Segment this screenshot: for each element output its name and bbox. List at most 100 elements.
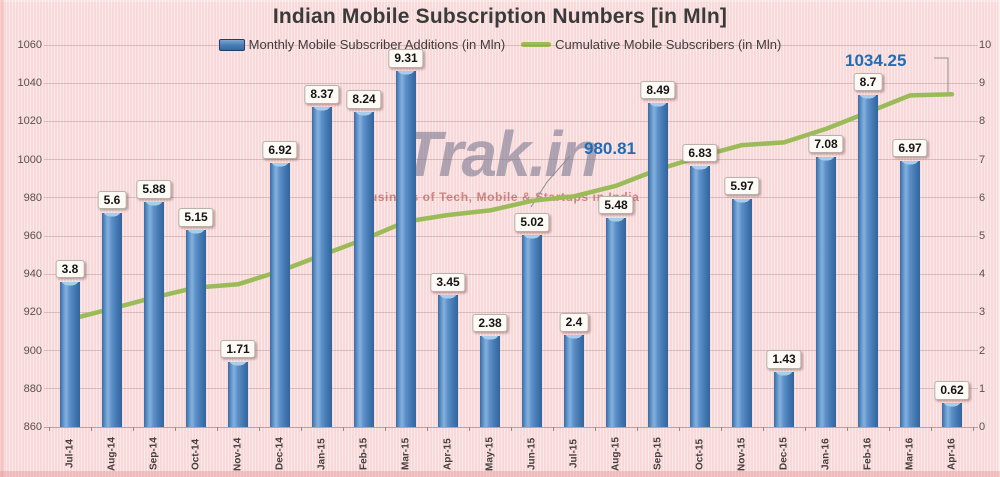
x-axis-tick-label: Mar-15 <box>400 437 412 471</box>
x-axis-tick-label: Oct-14 <box>190 438 202 470</box>
x-axis-tick-mark <box>805 427 806 431</box>
x-axis-tick-mark <box>553 427 554 431</box>
bar-value-label: 6.97 <box>892 138 928 158</box>
bar-oct-15 <box>690 166 710 427</box>
x-axis-tick-mark <box>91 427 92 431</box>
bar-apr-15 <box>438 295 458 427</box>
x-axis-tick-label: Apr-16 <box>946 438 958 470</box>
x-axis-tick-label: Aug-14 <box>106 437 118 471</box>
annotation-1034: 1034.25 <box>845 51 907 70</box>
bar-sep-14 <box>144 202 164 427</box>
right-axis-tick-label: 2 <box>979 344 986 357</box>
x-axis-tick-mark <box>217 427 218 431</box>
left-axis-tick-label: 980 <box>23 191 42 204</box>
plot-area: 3.8 5.6 5.88 5.15 1.71 6.92 8.37 8.24 9.31 3.45 2.… <box>44 44 978 428</box>
x-axis-tick-label: Oct-15 <box>694 438 706 470</box>
right-axis-tick-label: 0 <box>979 421 986 433</box>
bar-value-label: 8.37 <box>304 85 340 104</box>
right-axis-tick-label: 7 <box>979 153 986 166</box>
bar-mar-16 <box>900 160 920 427</box>
x-axis-tick-mark <box>259 427 260 431</box>
left-axis-tick-label: 1000 <box>17 153 42 166</box>
bar-value-label: 8.7 <box>853 72 883 92</box>
bar-jul-14 <box>60 281 80 427</box>
x-axis-tick-label: Mar-16 <box>904 437 916 471</box>
x-axis-tick-mark <box>721 427 722 431</box>
legend-item-cumulative: Cumulative Mobile Subscribers (in Mln) <box>521 37 781 52</box>
bar-mar-15 <box>396 71 416 427</box>
bar-value-label: 8.49 <box>640 80 676 100</box>
x-axis-tick-label: Nov-15 <box>736 437 748 471</box>
left-axis-tick-label: 960 <box>23 230 42 242</box>
x-axis-tick-label: May-15 <box>484 437 496 471</box>
bar-may-15 <box>480 336 500 427</box>
bar-feb-16 <box>858 94 878 427</box>
x-axis-tick-label: Feb-15 <box>358 437 370 471</box>
x-axis-tick-label: Sep-15 <box>652 437 664 471</box>
right-axis-tick-label: 6 <box>979 191 986 204</box>
legend: Monthly Mobile Subscriber Additions (in … <box>0 37 1000 52</box>
bar-aug-15 <box>606 217 626 427</box>
x-axis-tick-label: Jan-16 <box>820 438 832 470</box>
cumulative-line <box>67 91 955 322</box>
gridline <box>44 82 978 84</box>
bar-nov-14 <box>228 361 248 427</box>
right-axis-tick-label: 1 <box>979 382 986 395</box>
x-axis-tick-mark <box>763 427 764 431</box>
x-axis-tick-mark <box>679 427 680 431</box>
bar-sep-15 <box>648 102 668 427</box>
x-axis-tick-mark <box>889 427 890 431</box>
right-axis-tick-label: 4 <box>979 268 986 281</box>
bar-value-label: 5.02 <box>514 213 550 232</box>
bar-value-label: 1.71 <box>220 339 256 359</box>
bar-dec-14 <box>270 162 290 427</box>
x-axis-tick-label: Dec-15 <box>778 437 790 471</box>
x-axis-tick-mark <box>427 427 428 431</box>
x-axis-tick-label: Jul-14 <box>64 439 76 469</box>
bar-value-label: 5.97 <box>724 176 760 196</box>
gridline <box>44 235 978 237</box>
bar-value-label: 0.62 <box>934 381 970 400</box>
x-axis-tick-label: Jun-15 <box>526 437 538 471</box>
bar-jan-15 <box>312 107 332 427</box>
x-axis-tick-label: Sep-14 <box>148 437 160 471</box>
chart-title: Indian Mobile Subscription Numbers [in M… <box>272 5 728 28</box>
right-axis-tick-label: 10 <box>979 39 992 51</box>
bar-swatch-icon <box>218 38 245 51</box>
bar-jun-15 <box>522 235 542 427</box>
bar-apr-16 <box>942 403 962 427</box>
gridline <box>44 311 978 313</box>
x-axis-tick-label: Apr-15 <box>442 438 454 470</box>
bar-value-label: 3.45 <box>430 273 466 292</box>
x-axis-tick-mark <box>595 427 596 431</box>
x-axis-tick-mark <box>469 427 470 431</box>
line-swatch-icon <box>521 42 552 47</box>
x-axis-tick-mark <box>847 427 848 431</box>
left-axis-tick-label: 860 <box>23 421 42 433</box>
right-axis-tick-label: 3 <box>979 306 986 319</box>
gridline <box>44 388 978 390</box>
left-axis-tick-label: 900 <box>23 344 42 357</box>
x-axis-tick-label: Dec-14 <box>274 437 286 471</box>
bar-jul-15 <box>564 335 584 427</box>
legend-label: Monthly Mobile Subscriber Additions (in … <box>248 37 506 52</box>
x-axis-tick-mark <box>175 427 176 431</box>
x-axis-tick-mark <box>133 427 134 431</box>
x-axis-tick-label: Nov-14 <box>232 437 244 471</box>
bar-dec-15 <box>774 372 794 427</box>
bar-value-label: 6.83 <box>682 144 718 163</box>
bar-aug-14 <box>102 213 122 427</box>
left-axis-tick-label: 1060 <box>17 39 42 51</box>
legend-label: Cumulative Mobile Subscribers (in Mln) <box>555 37 782 52</box>
bar-value-label: 7.08 <box>808 134 844 153</box>
bar-jan-16 <box>816 156 836 427</box>
left-axis-tick-label: 920 <box>23 306 42 319</box>
bar-value-label: 1.43 <box>766 350 802 369</box>
cumulative-line-layer <box>67 91 955 322</box>
bar-value-label: 5.6 <box>97 191 127 210</box>
left-axis-tick-label: 1040 <box>17 77 42 90</box>
x-axis-tick-label: Feb-16 <box>862 437 874 471</box>
gridline <box>44 350 978 352</box>
gridline <box>44 159 978 161</box>
